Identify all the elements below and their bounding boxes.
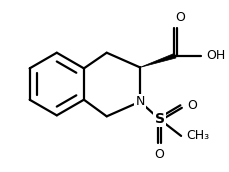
Text: S: S — [155, 112, 165, 126]
Text: CH₃: CH₃ — [186, 129, 209, 142]
Text: OH: OH — [207, 49, 226, 62]
Polygon shape — [140, 53, 176, 67]
Text: O: O — [155, 148, 164, 161]
Text: N: N — [135, 95, 145, 108]
Text: O: O — [175, 11, 185, 24]
Text: O: O — [187, 99, 197, 112]
